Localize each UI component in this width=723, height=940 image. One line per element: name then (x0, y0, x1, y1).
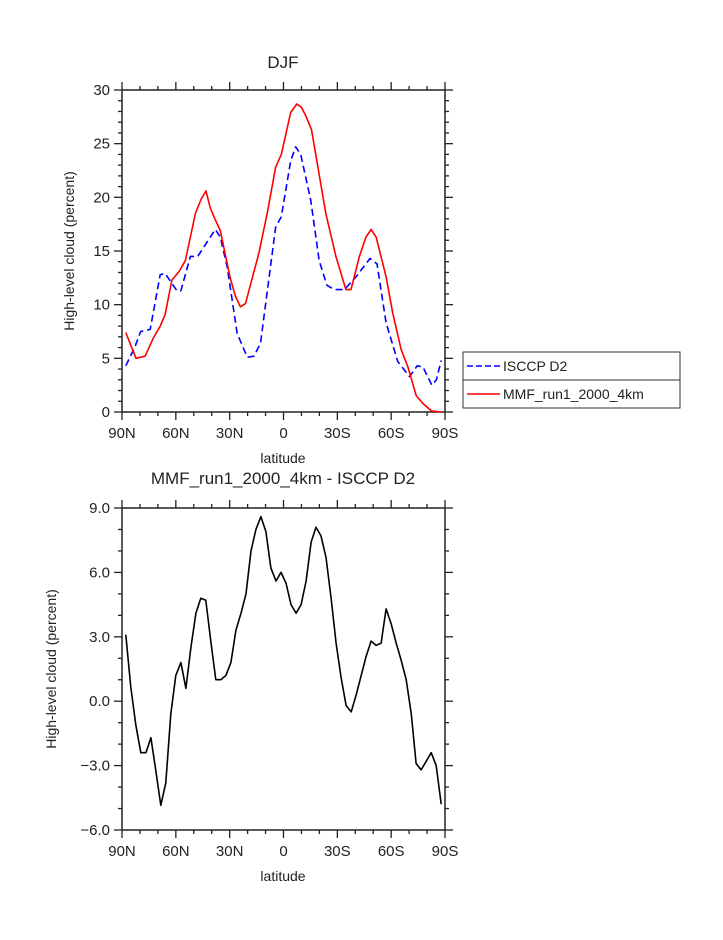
top-y-tick-label: 25 (93, 136, 110, 153)
top-x-tick-label: 0 (279, 425, 287, 442)
top-y-tick-label: 10 (93, 297, 110, 314)
top-x-axis-label: latitude (260, 450, 305, 466)
bottom-y-tick-label: −6.0 (80, 822, 110, 839)
bottom-x-tick-label: 90N (108, 843, 136, 860)
top-x-tick-label: 60S (378, 425, 405, 442)
bottom-y-tick-label: 6.0 (89, 564, 110, 581)
top-y-tick-label: 20 (93, 189, 110, 206)
top-panel-djf: DJF latitude High-level cloud (percent) … (61, 53, 458, 466)
bottom-y-tick-label: 3.0 (89, 629, 110, 646)
top-series-line-mmf-run1-2000-4km (126, 104, 441, 412)
bottom-series-line-difference (126, 517, 441, 806)
top-y-tick-label: 30 (93, 82, 110, 99)
bottom-y-axis-label: High-level cloud (percent) (43, 589, 59, 749)
bottom-x-axis-label: latitude (260, 868, 305, 884)
top-y-tick-label: 5 (102, 350, 110, 367)
top-x-tick-label: 60N (162, 425, 190, 442)
legend-label-isccp: ISCCP D2 (503, 358, 568, 374)
bottom-panel-difference: MMF_run1_2000_4km - ISCCP D2 latitude Hi… (43, 469, 458, 884)
top-chart-title: DJF (267, 53, 298, 72)
top-y-tick-label: 0 (102, 404, 110, 421)
bottom-x-tick-label: 30S (324, 843, 351, 860)
top-series-line-isccp-d2 (126, 147, 441, 385)
bottom-x-tick-label: 60S (378, 843, 405, 860)
legend: ISCCP D2 MMF_run1_2000_4km (463, 352, 680, 408)
bottom-y-tick-label: 9.0 (89, 500, 110, 517)
bottom-y-tick-label: −3.0 (80, 758, 110, 775)
bottom-x-tick-label: 60N (162, 843, 190, 860)
bottom-x-tick-label: 30N (216, 843, 244, 860)
top-y-tick-label: 15 (93, 243, 110, 260)
top-x-tick-label: 30N (216, 425, 244, 442)
bottom-x-tick-label: 0 (279, 843, 287, 860)
bottom-chart-title: MMF_run1_2000_4km - ISCCP D2 (151, 469, 415, 488)
top-x-tick-label: 30S (324, 425, 351, 442)
bottom-y-tick-label: 0.0 (89, 693, 110, 710)
top-x-tick-label: 90N (108, 425, 136, 442)
top-plot-frame (122, 90, 445, 412)
legend-label-mmf: MMF_run1_2000_4km (503, 386, 644, 402)
top-y-axis-label: High-level cloud (percent) (61, 171, 77, 331)
bottom-x-tick-label: 90S (432, 843, 459, 860)
top-x-tick-label: 90S (432, 425, 459, 442)
bottom-plot-frame (122, 508, 445, 830)
